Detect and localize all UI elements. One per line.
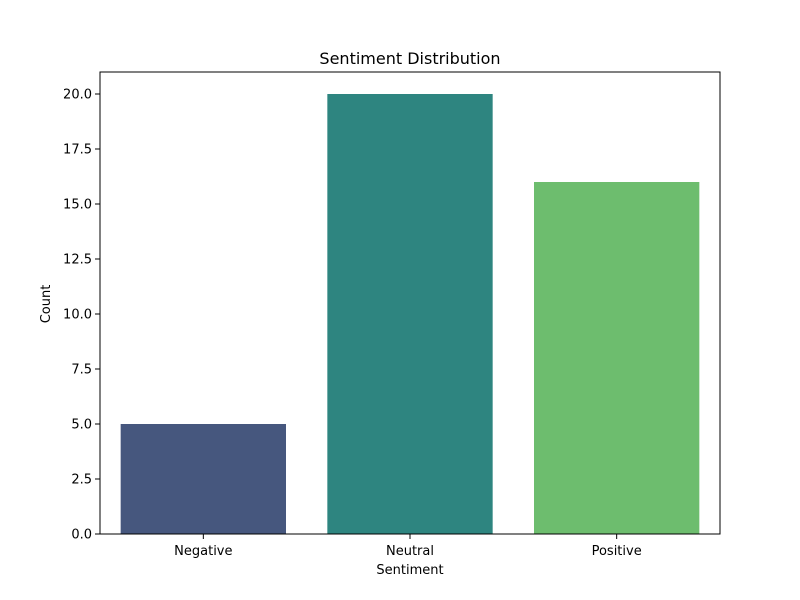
y-tick-label: 5.0 (71, 418, 92, 433)
bar-neutral (327, 94, 493, 534)
x-tick-label: Positive (592, 544, 642, 559)
y-tick-label: 12.5 (63, 253, 92, 268)
y-tick-label: 20.0 (63, 88, 92, 103)
y-tick-label: 10.0 (63, 308, 92, 323)
plot-frame (99, 71, 721, 535)
x-tick-label: Negative (174, 544, 232, 559)
x-axis-label: Sentiment (376, 563, 443, 578)
plot-area: Negative Neutral Positive 0.0 2.5 5.0 7.5 10.0 1… (63, 71, 721, 559)
bar-positive (534, 182, 700, 534)
y-tick-label: 17.5 (63, 143, 92, 158)
y-tick-label: 0.0 (71, 528, 92, 543)
y-tick-label: 7.5 (71, 363, 92, 378)
chart-title: Sentiment Distribution (319, 49, 500, 68)
bar-negative (120, 424, 287, 534)
x-tick-label: Neutral (386, 544, 434, 559)
y-axis-label: Count (39, 285, 54, 324)
y-tick-label: 15.0 (63, 198, 92, 213)
y-tick-label: 2.5 (71, 473, 92, 488)
